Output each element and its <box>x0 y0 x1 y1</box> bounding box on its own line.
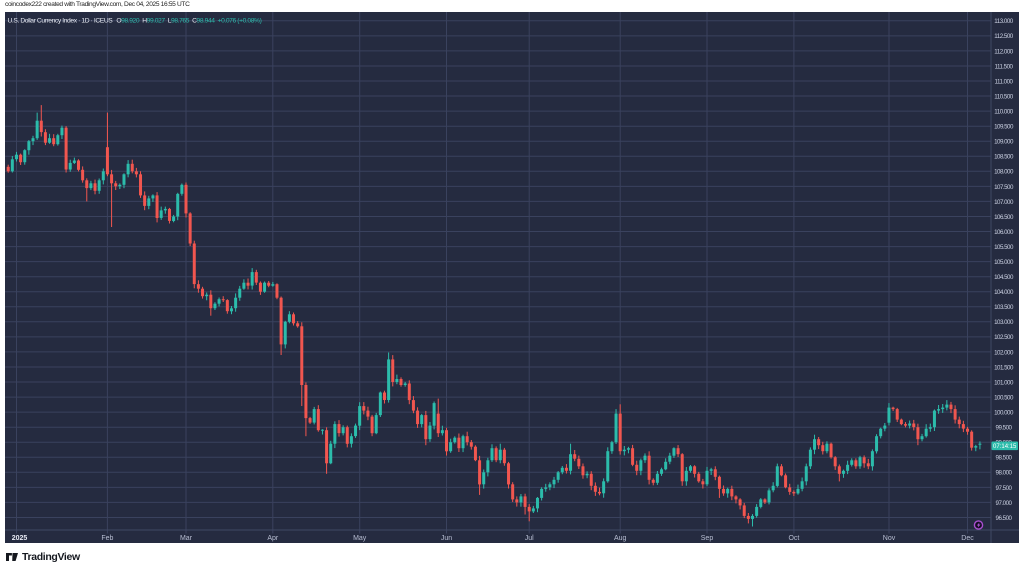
svg-text:97.000: 97.000 <box>995 500 1012 507</box>
svg-text:103.000: 103.000 <box>994 319 1014 326</box>
svg-text:106.000: 106.000 <box>994 229 1014 236</box>
svg-text:108.500: 108.500 <box>994 154 1014 161</box>
svg-text:07:14:15: 07:14:15 <box>993 444 1017 450</box>
svg-text:Nov: Nov <box>882 535 895 542</box>
svg-text:99.500: 99.500 <box>995 425 1012 432</box>
svg-text:102.000: 102.000 <box>994 349 1014 356</box>
svg-text:105.000: 105.000 <box>994 259 1014 266</box>
svg-text:May: May <box>353 535 367 542</box>
svg-text:106.500: 106.500 <box>994 214 1014 221</box>
svg-text:2025: 2025 <box>11 535 27 542</box>
svg-text:100.000: 100.000 <box>994 410 1014 417</box>
svg-text:101.000: 101.000 <box>994 379 1014 386</box>
svg-text:107.000: 107.000 <box>994 199 1014 206</box>
svg-text:101.500: 101.500 <box>994 364 1014 371</box>
svg-text:103.500: 103.500 <box>994 304 1014 311</box>
svg-text:100.500: 100.500 <box>994 394 1014 401</box>
svg-text:Oct: Oct <box>788 535 799 542</box>
svg-text:98.500: 98.500 <box>995 455 1012 462</box>
svg-text:107.500: 107.500 <box>994 184 1014 191</box>
svg-text:111.000: 111.000 <box>994 78 1013 85</box>
svg-text:U.S. Dollar Currency Index · 1: U.S. Dollar Currency Index · 1D · ICEUS O… <box>7 18 261 25</box>
svg-text:113.000: 113.000 <box>994 18 1013 25</box>
svg-text:112.000: 112.000 <box>994 48 1013 55</box>
svg-text:105.500: 105.500 <box>994 244 1014 251</box>
svg-text:98.000: 98.000 <box>995 470 1012 477</box>
svg-text:112.500: 112.500 <box>994 33 1013 40</box>
svg-text:Dec: Dec <box>961 535 974 542</box>
svg-text:110.000: 110.000 <box>994 109 1013 116</box>
svg-text:102.500: 102.500 <box>994 334 1014 341</box>
svg-text:109.500: 109.500 <box>994 124 1014 131</box>
svg-text:104.000: 104.000 <box>994 289 1014 296</box>
svg-text:111.500: 111.500 <box>994 63 1013 70</box>
svg-text:97.500: 97.500 <box>995 485 1012 492</box>
svg-text:Jul: Jul <box>524 535 533 542</box>
svg-text:Sep: Sep <box>700 535 713 542</box>
svg-text:Mar: Mar <box>179 535 192 542</box>
svg-text:110.500: 110.500 <box>994 94 1013 101</box>
svg-text:Apr: Apr <box>267 535 279 542</box>
svg-text:Aug: Aug <box>613 535 626 542</box>
svg-text:Feb: Feb <box>101 535 113 542</box>
svg-text:109.000: 109.000 <box>994 139 1014 146</box>
svg-text:108.000: 108.000 <box>994 169 1014 176</box>
svg-text:104.500: 104.500 <box>994 274 1014 281</box>
svg-text:Jun: Jun <box>440 535 451 542</box>
svg-text:96.500: 96.500 <box>995 515 1012 522</box>
